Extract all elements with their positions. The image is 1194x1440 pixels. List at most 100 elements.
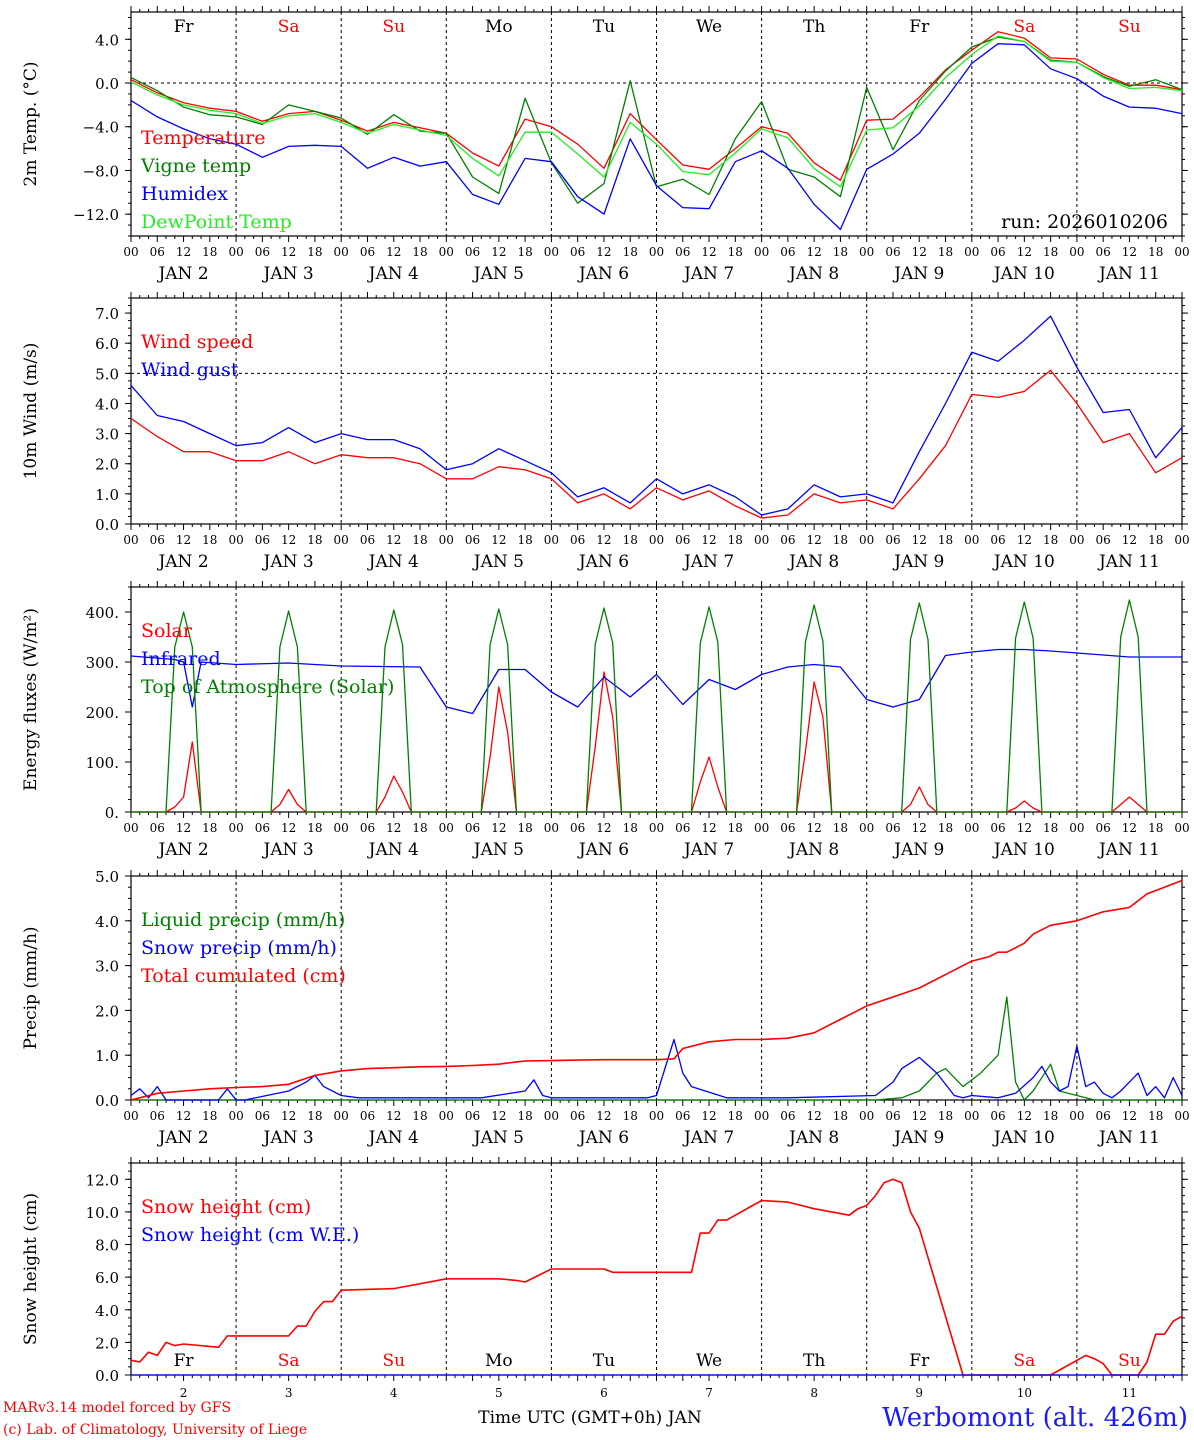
- hour-tick-label: 12: [176, 821, 191, 835]
- date-label: JAN 6: [577, 840, 629, 860]
- hour-tick-label: 12: [701, 533, 716, 547]
- hour-tick-label: 12: [281, 821, 296, 835]
- weekday-label: Th: [803, 17, 825, 37]
- date-label: JAN 5: [472, 840, 524, 860]
- y-tick-label: −8.0: [83, 162, 119, 180]
- hour-tick-label: 18: [938, 821, 953, 835]
- hour-tick-label: 06: [990, 821, 1005, 835]
- y-tick-label: −4.0: [83, 119, 119, 137]
- date-label: JAN 6: [577, 552, 629, 572]
- weekday-label: Mo: [485, 1351, 513, 1371]
- hour-tick-label: 00: [1174, 1109, 1189, 1123]
- legend-entry: DewPoint Temp: [141, 211, 292, 233]
- date-label: JAN 11: [1097, 840, 1160, 860]
- hour-tick-label: 00: [334, 821, 349, 835]
- hour-tick-label: 00: [439, 821, 454, 835]
- y-tick-label: 8.0: [95, 1237, 119, 1255]
- hour-tick-label: 12: [1122, 245, 1137, 259]
- y-tick-label: 3.0: [95, 426, 119, 444]
- y-axis-title: Snow height (cm): [21, 1193, 41, 1345]
- hour-tick-label: 18: [412, 821, 427, 835]
- date-label: JAN 7: [682, 1128, 734, 1148]
- hour-tick-label: 06: [360, 821, 375, 835]
- hour-tick-label: 06: [255, 245, 270, 259]
- legend-entry: Top of Atmosphere (Solar): [141, 676, 394, 698]
- date-label: JAN 6: [577, 1128, 629, 1148]
- hour-tick-label: 06: [990, 1109, 1005, 1123]
- hour-tick-label: 18: [938, 1109, 953, 1123]
- hour-tick-label: 00: [228, 821, 243, 835]
- legend-entry: Snow height (cm W.E.): [141, 1224, 359, 1246]
- hour-tick-label: 12: [701, 245, 716, 259]
- hour-tick-label: 18: [623, 245, 638, 259]
- y-tick-label: 10.0: [86, 1204, 119, 1222]
- hour-tick-label: 00: [544, 533, 559, 547]
- date-label: JAN 2: [156, 264, 208, 284]
- hour-tick-label: 18: [307, 533, 322, 547]
- y-tick-label: 5.0: [95, 365, 119, 383]
- date-label: JAN 8: [787, 840, 839, 860]
- hour-tick-label: 12: [596, 1109, 611, 1123]
- hour-tick-label: 00: [1174, 533, 1189, 547]
- hour-tick-label: 18: [202, 533, 217, 547]
- date-label: JAN 10: [992, 264, 1055, 284]
- weekday-label: Su: [1118, 1351, 1141, 1371]
- weekday-label: Fr: [174, 17, 195, 37]
- y-tick-label: 0.0: [95, 75, 119, 93]
- legend-entry: Total cumulated (cm): [141, 965, 346, 987]
- hour-tick-label: 06: [255, 821, 270, 835]
- y-tick-label: 4.0: [95, 1302, 119, 1320]
- y-tick-label: 100.: [86, 754, 119, 772]
- hour-tick-label: 18: [307, 245, 322, 259]
- date-label: JAN 11: [1097, 1128, 1160, 1148]
- y-tick-label: 6.0: [95, 335, 119, 353]
- hour-tick-label: 06: [885, 533, 900, 547]
- hour-tick-label: 18: [623, 1109, 638, 1123]
- day-number-label: 9: [915, 1386, 923, 1400]
- hour-tick-label: 06: [570, 1109, 585, 1123]
- date-label: JAN 4: [367, 840, 419, 860]
- weekday-label: Sa: [278, 17, 300, 37]
- hour-tick-label: 00: [544, 245, 559, 259]
- hour-tick-label: 00: [754, 1109, 769, 1123]
- series-line-snow-height-cm-: [130, 1178, 1183, 1376]
- weekday-label: We: [696, 17, 722, 37]
- date-label: JAN 7: [682, 264, 734, 284]
- hour-tick-label: 12: [1122, 533, 1137, 547]
- y-tick-label: 1.0: [95, 1047, 119, 1065]
- series-line-snow-precip-mm-h-: [130, 1038, 1183, 1101]
- hour-tick-label: 06: [465, 1109, 480, 1123]
- hour-tick-label: 06: [675, 1109, 690, 1123]
- hour-tick-label: 06: [360, 533, 375, 547]
- y-axis-title: 2m Temp. (°C): [21, 61, 41, 186]
- hour-tick-label: 12: [386, 533, 401, 547]
- day-number-label: 7: [705, 1386, 713, 1400]
- hour-tick-label: 12: [176, 533, 191, 547]
- series-line-total-cumulated-cm-: [130, 879, 1183, 1101]
- y-tick-label: 4.0: [95, 31, 119, 49]
- hour-tick-label: 06: [885, 1109, 900, 1123]
- hour-tick-label: 06: [1096, 1109, 1111, 1123]
- y-axis-title: Precip (mm/h): [21, 926, 41, 1049]
- hour-tick-label: 00: [859, 1109, 874, 1123]
- day-number-label: 6: [600, 1386, 608, 1400]
- series-line-top-of-atmosphere-solar-: [131, 599, 1182, 813]
- date-label: JAN 7: [682, 840, 734, 860]
- date-label: JAN 11: [1097, 552, 1160, 572]
- day-number-label: 11: [1122, 1386, 1137, 1400]
- hour-tick-label: 18: [623, 533, 638, 547]
- hour-tick-label: 12: [386, 245, 401, 259]
- legend-entry: Liquid precip (mm/h): [141, 909, 345, 931]
- hour-tick-label: 06: [465, 245, 480, 259]
- hour-tick-label: 00: [334, 1109, 349, 1123]
- hour-tick-label: 12: [912, 821, 927, 835]
- hour-tick-label: 12: [701, 821, 716, 835]
- hour-tick-label: 00: [1069, 1109, 1084, 1123]
- hour-tick-label: 18: [412, 245, 427, 259]
- hour-tick-label: 06: [255, 1109, 270, 1123]
- hour-tick-label: 00: [1069, 533, 1084, 547]
- y-tick-label: 2.0: [95, 1002, 119, 1020]
- hour-tick-label: 06: [1096, 821, 1111, 835]
- date-label: JAN 2: [156, 840, 208, 860]
- date-label: JAN 5: [472, 552, 524, 572]
